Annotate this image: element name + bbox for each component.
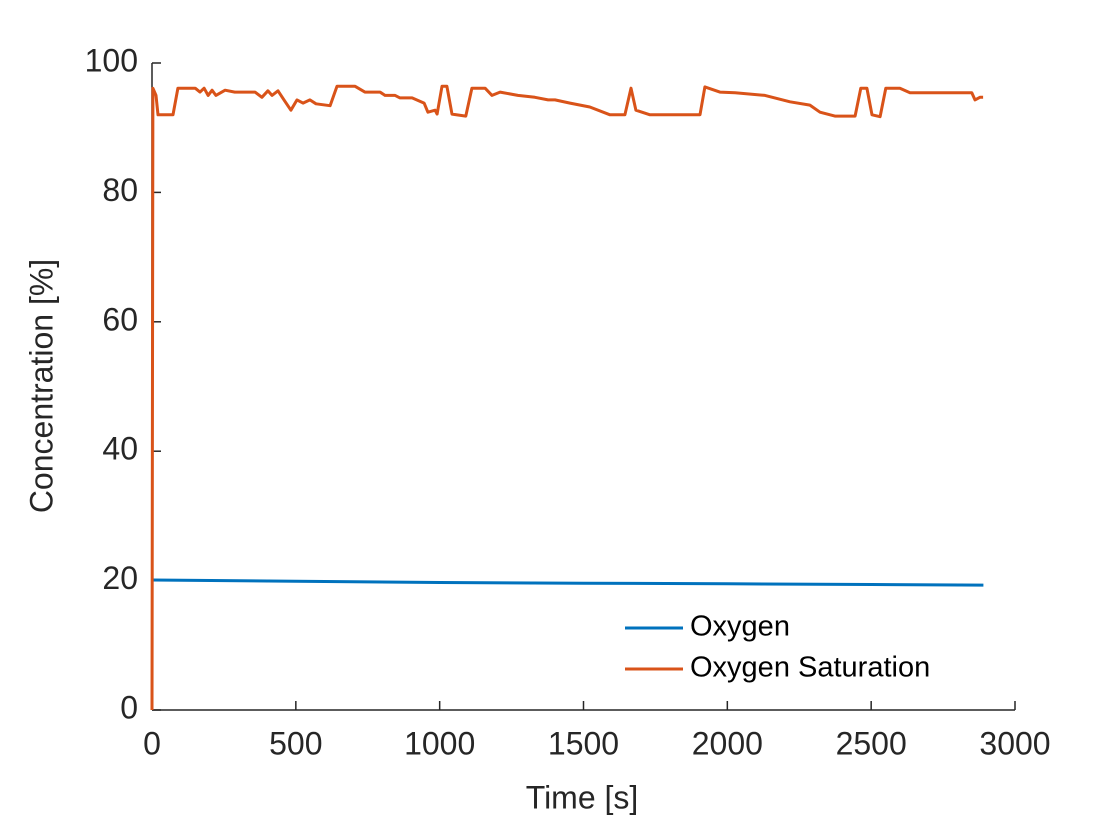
y-tick-label: 80 <box>102 172 138 208</box>
series-line <box>151 578 984 587</box>
legend-label: Oxygen <box>690 611 790 643</box>
y-axis-label: Concentration [%] <box>23 259 59 513</box>
y-tick-label: 40 <box>102 431 138 467</box>
x-tick-label: 3000 <box>979 725 1050 761</box>
x-axis-label: Time [s] <box>526 779 639 815</box>
y-tick-label: 100 <box>85 42 138 78</box>
series-line <box>150 84 984 711</box>
y-tick-label: 20 <box>102 560 138 596</box>
x-tick-label: 1500 <box>548 725 619 761</box>
legend-label: Oxygen Saturation <box>690 652 930 684</box>
x-tick-label: 2500 <box>836 725 907 761</box>
y-tick-label: 60 <box>102 301 138 337</box>
y-tick-label: 0 <box>120 689 138 725</box>
x-tick-label: 1000 <box>404 725 475 761</box>
x-tick-label: 0 <box>143 725 161 761</box>
x-tick-label: 500 <box>269 725 322 761</box>
x-tick-label: 2000 <box>692 725 763 761</box>
